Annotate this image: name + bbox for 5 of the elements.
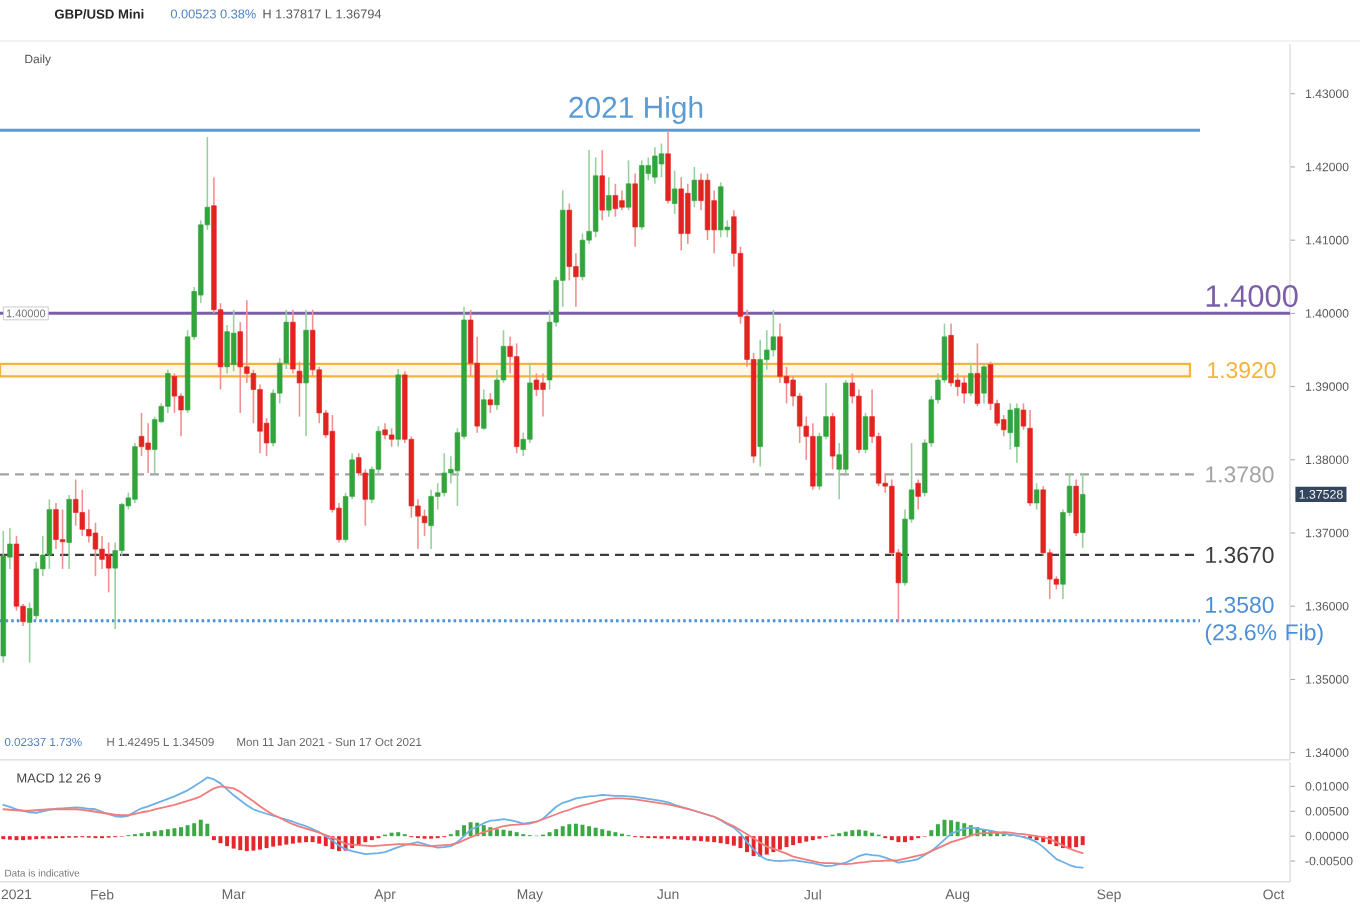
- ref-line-label: 1.4000: [1206, 285, 1298, 307]
- band-label: 1.3920: [1208, 362, 1276, 379]
- ref-line-label: 1.3780: [1206, 466, 1274, 483]
- ref-line-label: 2021 High: [569, 96, 703, 124]
- ref-line-label: 1.3670: [1206, 546, 1274, 564]
